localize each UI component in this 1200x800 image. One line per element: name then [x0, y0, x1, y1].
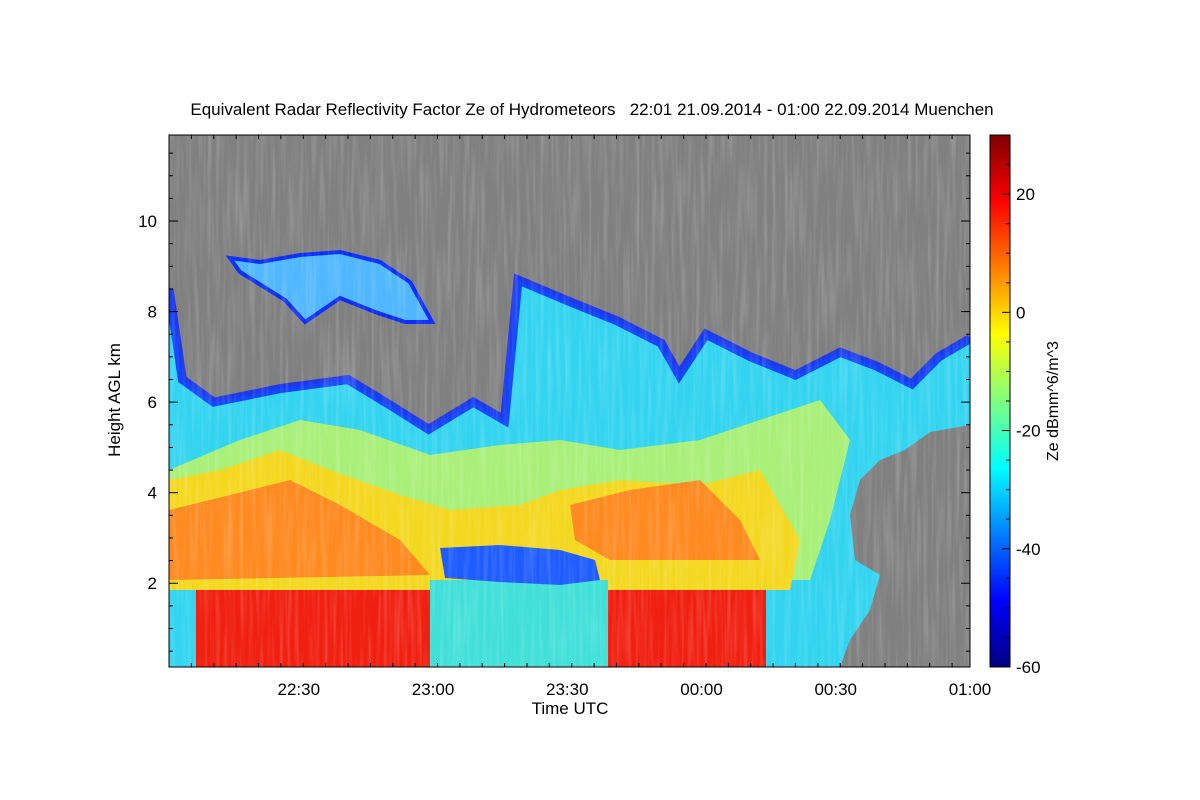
colorbar-tick-label: -40: [1016, 540, 1041, 559]
x-tick-label: 23:30: [546, 680, 589, 699]
x-tick-label: 01:00: [949, 680, 992, 699]
chart-title: Equivalent Radar Reflectivity Factor Ze …: [190, 100, 993, 119]
y-tick-label: 8: [148, 303, 157, 322]
x-tick-label: 00:00: [680, 680, 723, 699]
colorbar-tick-label: 20: [1016, 185, 1035, 204]
x-tick-label: 23:00: [412, 680, 455, 699]
x-tick-label: 00:30: [814, 680, 857, 699]
x-axis-label: Time UTC: [532, 699, 609, 718]
colorbar-tick-label: -60: [1016, 658, 1041, 677]
y-tick-label: 2: [148, 574, 157, 593]
y-axis: 2 4 6 8 10: [138, 152, 970, 652]
y-tick-label: 4: [148, 484, 157, 503]
colorbar: 20 0 -20 -40 -60 Ze dBmm^6/m^3: [989, 134, 1062, 677]
y-tick-label: 6: [148, 393, 157, 412]
streak-texture: [169, 135, 970, 667]
colorbar-label: Ze dBmm^6/m^3: [1045, 341, 1062, 461]
x-axis: 22:30 23:00 23:30 00:00 00:30 01:00: [168, 135, 992, 699]
colorbar-tick-label: 0: [1016, 303, 1025, 322]
colorbar-ticks: 20 0 -20 -40 -60: [1002, 134, 1041, 677]
plot-frame: [168, 134, 971, 668]
plot-area: [169, 135, 970, 667]
y-tick-label: 10: [138, 212, 157, 231]
y-axis-label: Height AGL km: [105, 343, 124, 457]
x-tick-label: 22:30: [277, 680, 320, 699]
colorbar-tick-label: -20: [1016, 422, 1041, 441]
